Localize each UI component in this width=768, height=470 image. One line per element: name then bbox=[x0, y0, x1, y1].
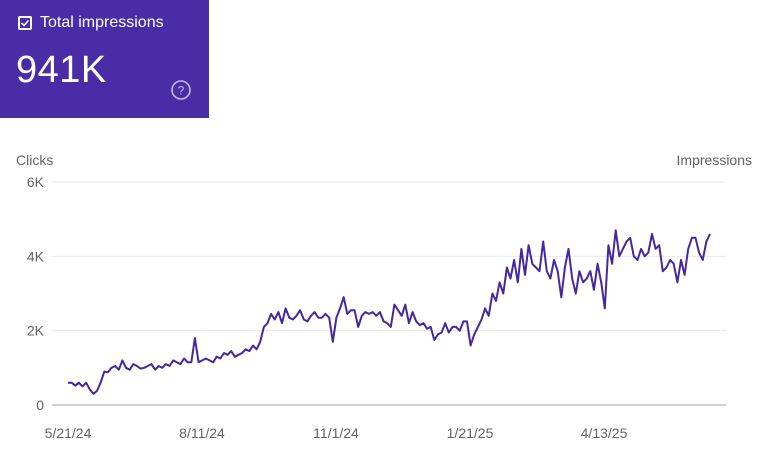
y-tick-label: 4K bbox=[27, 248, 45, 264]
checkbox-checked-icon[interactable] bbox=[18, 16, 32, 30]
x-tick-label: 11/1/24 bbox=[313, 425, 359, 441]
y-tick-label: 2K bbox=[27, 323, 45, 339]
help-icon[interactable]: ? bbox=[170, 79, 192, 101]
total-impressions-card[interactable]: Total impressions 941K ? bbox=[0, 0, 209, 118]
metric-value: 941K bbox=[16, 49, 107, 91]
y-axis-right-title: Impressions bbox=[676, 152, 752, 168]
performance-chart: 0 2K 4K 6K 5/21/24 8/11/24 11/1/24 1/21/25 4/13… bbox=[0, 140, 768, 470]
metric-header: Total impressions bbox=[18, 14, 164, 32]
x-tick-label: 4/13/25 bbox=[581, 425, 628, 441]
y-axis-left-title: Clicks bbox=[16, 152, 54, 168]
chart-svg: 0 2K 4K 6K 5/21/24 8/11/24 11/1/24 1/21/25 4/13… bbox=[27, 174, 726, 441]
svg-text:?: ? bbox=[178, 84, 185, 98]
metric-label: Total impressions bbox=[40, 14, 164, 31]
x-tick-label: 1/21/25 bbox=[447, 425, 494, 441]
impressions-series-line bbox=[68, 229, 711, 395]
y-tick-label: 6K bbox=[27, 174, 45, 190]
x-tick-label: 8/11/24 bbox=[179, 425, 225, 441]
y-tick-label: 0 bbox=[36, 397, 44, 413]
x-tick-label: 5/21/24 bbox=[45, 425, 92, 441]
